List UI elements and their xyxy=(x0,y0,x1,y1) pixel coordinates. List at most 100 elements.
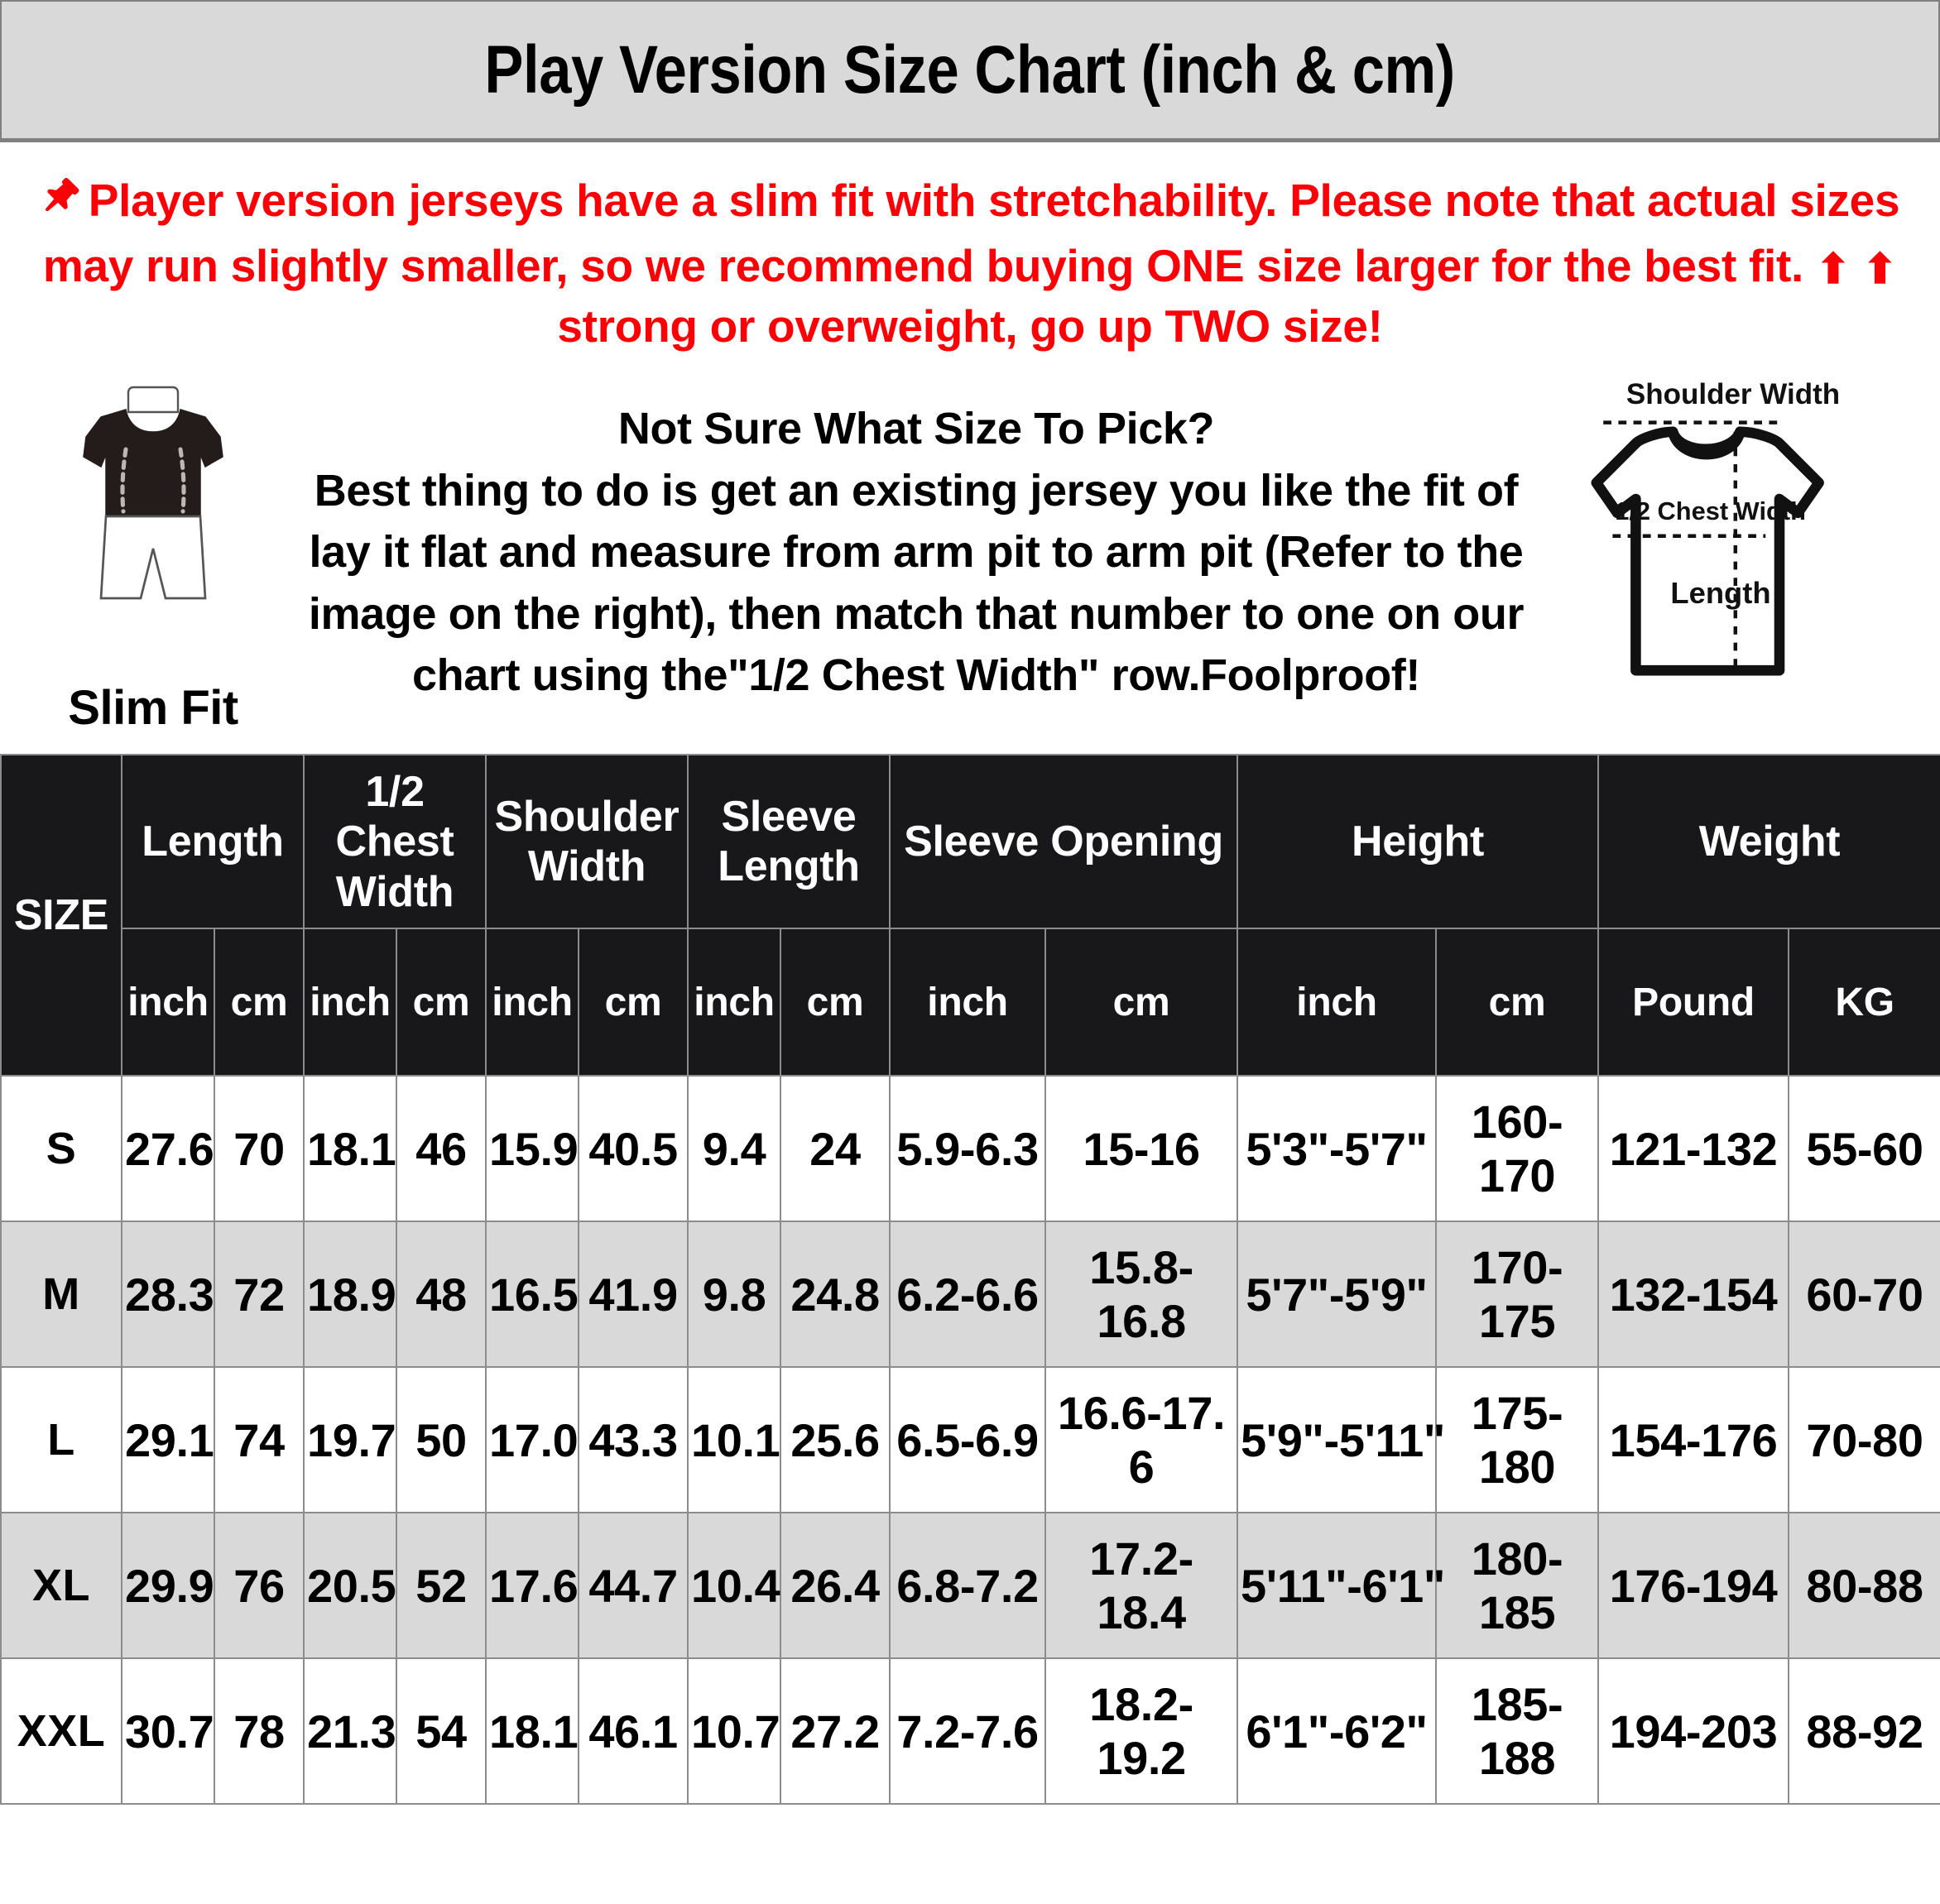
cell-height-cm: 170-175 xyxy=(1435,1221,1600,1369)
cell-shoulder-inch: 17.6 xyxy=(485,1512,580,1660)
slim-fit-block: Slim Fit xyxy=(17,368,290,736)
cell-sleeve-open-inch: 5.9-6.3 xyxy=(889,1075,1047,1223)
shoulder-width-label: Shoulder Width xyxy=(1626,379,1840,411)
cell-weight-kg: 55-60 xyxy=(1788,1075,1940,1223)
table-row: XXL 30.7 78 21.3 54 18.1 46.1 10.7 27.2 … xyxy=(0,1657,1940,1806)
cell-length-cm: 74 xyxy=(214,1366,305,1514)
cell-sleeve-open-cm: 15.8-16.8 xyxy=(1044,1221,1239,1369)
arrow-up-icon-1: ⬆ xyxy=(1815,246,1851,293)
cell-height-inch: 5'9"-5'11" xyxy=(1237,1366,1445,1514)
half-chest-width-label: 1/2 Chest Width xyxy=(1615,497,1806,526)
cell-sleeve-length-cm: 24.8 xyxy=(780,1221,891,1369)
cell-length-inch: 29.9 xyxy=(121,1512,215,1660)
cell-height-cm: 160-170 xyxy=(1435,1075,1600,1223)
pushpin-icon xyxy=(41,175,87,236)
cell-chest-inch: 21.3 xyxy=(303,1657,397,1806)
cell-shoulder-inch: 18.1 xyxy=(485,1657,580,1806)
cell-height-cm: 185-188 xyxy=(1435,1657,1600,1806)
th-group-sleeve-opening: Sleeve Opening xyxy=(889,754,1239,930)
chart-title-bar: Play Version Size Chart (inch & cm) xyxy=(0,0,1940,142)
th-unit-length-cm: cm xyxy=(214,928,305,1077)
th-unit-sleeve-length-inch: inch xyxy=(687,928,782,1077)
cell-chest-cm: 50 xyxy=(395,1366,487,1514)
cell-length-inch: 29.1 xyxy=(121,1366,215,1514)
cell-height-cm: 180-185 xyxy=(1435,1512,1600,1660)
cell-shoulder-cm: 40.5 xyxy=(578,1075,689,1223)
cell-weight-pound: 194-203 xyxy=(1597,1657,1790,1806)
cell-shoulder-cm: 43.3 xyxy=(578,1366,689,1514)
cell-sleeve-open-cm: 15-16 xyxy=(1044,1075,1239,1223)
cell-weight-kg: 60-70 xyxy=(1788,1221,1940,1369)
cell-length-cm: 72 xyxy=(214,1221,305,1369)
th-group-shoulder-width: Shoulder Width xyxy=(485,754,689,930)
cell-size: M xyxy=(0,1221,122,1369)
cell-chest-cm: 46 xyxy=(395,1075,487,1223)
th-group-sleeve-length: Sleeve Length xyxy=(687,754,891,930)
th-unit-chest-cm: cm xyxy=(395,928,487,1077)
length-label: Length xyxy=(1670,576,1770,610)
guidance-band: Slim Fit Not Sure What Size To Pick? Bes… xyxy=(0,363,1940,754)
size-chart-table: SIZE Length 1/2 Chest Width Shoulder Wid… xyxy=(0,754,1940,1806)
cell-sleeve-length-inch: 10.7 xyxy=(687,1657,782,1806)
th-group-height: Height xyxy=(1237,754,1600,930)
cell-shoulder-cm: 41.9 xyxy=(578,1221,689,1369)
cell-weight-pound: 132-154 xyxy=(1597,1221,1790,1369)
table-row: L 29.1 74 19.7 50 17.0 43.3 10.1 25.6 6.… xyxy=(0,1366,1940,1514)
cell-length-inch: 27.6 xyxy=(121,1075,215,1223)
size-table-wrap: SIZE Length 1/2 Chest Width Shoulder Wid… xyxy=(0,754,1940,1806)
cell-sleeve-length-inch: 10.4 xyxy=(687,1512,782,1660)
notice-text-part2: strong or overweight, go up TWO size! xyxy=(557,300,1383,353)
th-unit-sleeve-open-cm: cm xyxy=(1044,928,1239,1077)
th-unit-shoulder-cm: cm xyxy=(578,928,689,1077)
cell-sleeve-length-inch: 10.1 xyxy=(687,1366,782,1514)
cell-shoulder-cm: 44.7 xyxy=(578,1512,689,1660)
th-unit-weight-pound: Pound xyxy=(1597,928,1790,1077)
cell-length-cm: 70 xyxy=(214,1075,305,1223)
th-unit-height-cm: cm xyxy=(1435,928,1600,1077)
table-group-header-row: SIZE Length 1/2 Chest Width Shoulder Wid… xyxy=(0,754,1940,1077)
th-unit-weight-kg: KG xyxy=(1788,928,1940,1077)
th-size: SIZE xyxy=(0,754,122,1077)
notice-paragraph: Player version jerseys have a slim fit w… xyxy=(41,175,1900,352)
tshirt-measurement-diagram-icon: Shoulder Width 1/2 Chest Width Length xyxy=(1591,379,1840,676)
th-group-length: Length xyxy=(121,754,305,930)
th-group-half-chest-width: 1/2 Chest Width xyxy=(302,754,487,930)
cell-chest-cm: 48 xyxy=(395,1221,487,1369)
page-title: Play Version Size Chart (inch & cm) xyxy=(484,31,1456,108)
arrow-up-icon-2: ⬆ xyxy=(1862,246,1898,293)
cell-weight-pound: 121-132 xyxy=(1597,1075,1790,1223)
cell-sleeve-length-cm: 26.4 xyxy=(780,1512,891,1660)
cell-weight-kg: 80-88 xyxy=(1788,1512,1940,1660)
cell-shoulder-cm: 46.1 xyxy=(578,1657,689,1806)
cell-sleeve-length-inch: 9.4 xyxy=(687,1075,782,1223)
cell-size: S xyxy=(0,1075,122,1223)
cell-shoulder-inch: 17.0 xyxy=(485,1366,580,1514)
cell-weight-pound: 176-194 xyxy=(1597,1512,1790,1660)
cell-length-inch: 30.7 xyxy=(121,1657,215,1806)
cell-sleeve-length-cm: 25.6 xyxy=(780,1366,891,1514)
cell-weight-kg: 70-80 xyxy=(1788,1366,1940,1514)
size-guidance-text: Not Sure What Size To Pick? Best thing t… xyxy=(290,368,1543,707)
cell-sleeve-length-inch: 9.8 xyxy=(687,1221,782,1369)
cell-chest-inch: 19.7 xyxy=(303,1366,397,1514)
cell-chest-cm: 52 xyxy=(395,1512,487,1660)
cell-height-inch: 5'7"-5'9" xyxy=(1237,1221,1438,1369)
cell-sleeve-length-cm: 27.2 xyxy=(780,1657,891,1806)
cell-height-inch: 5'3"-5'7" xyxy=(1237,1075,1438,1223)
notice-text-part1: Player version jerseys have a slim fit w… xyxy=(42,175,1900,292)
th-unit-length-inch: inch xyxy=(121,928,215,1077)
cell-height-cm: 175-180 xyxy=(1435,1366,1600,1514)
table-body: S 27.6 70 18.1 46 15.9 40.5 9.4 24 5.9-6… xyxy=(0,1075,1940,1806)
cell-sleeve-open-inch: 6.8-7.2 xyxy=(889,1512,1047,1660)
cell-sleeve-open-cm: 17.2-18.4 xyxy=(1044,1512,1239,1660)
cell-chest-inch: 18.9 xyxy=(303,1221,397,1369)
cell-sleeve-open-cm: 16.6-17. 6 xyxy=(1044,1366,1239,1514)
slim-fit-label: Slim Fit xyxy=(68,681,238,736)
cell-sleeve-open-inch: 6.5-6.9 xyxy=(889,1366,1047,1514)
th-unit-sleeve-open-inch: inch xyxy=(889,928,1047,1077)
th-unit-shoulder-inch: inch xyxy=(485,928,580,1077)
th-unit-height-inch: inch xyxy=(1237,928,1438,1077)
cell-shoulder-inch: 15.9 xyxy=(485,1075,580,1223)
cell-chest-inch: 18.1 xyxy=(303,1075,397,1223)
